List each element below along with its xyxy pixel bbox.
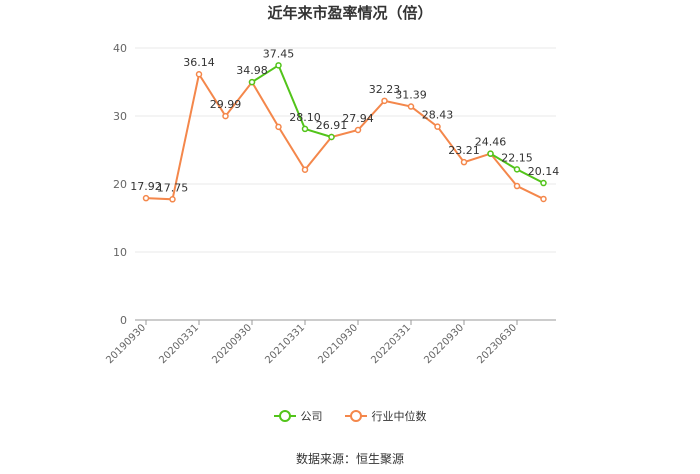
y-tick-label-40: 40 [113,42,127,55]
series-line-company-0 [251,63,332,138]
data-point-industry-0 [142,194,150,202]
data-label-1: 17.75 [157,181,189,194]
x-tick-label-3: 20210331 [263,322,307,366]
data-label-13: 24.46 [475,136,507,149]
data-label-8: 27.94 [342,112,374,125]
data-label-7: 26.91 [316,119,348,132]
data-label-12: 23.21 [448,144,480,157]
x-tick-label-4: 20210930 [316,322,360,366]
series-line-industry-0 [145,71,544,201]
data-point-industry-1 [169,196,176,203]
data-point-industry-15 [540,195,547,203]
data-point-industry-9 [381,97,388,105]
data-point-company-6 [301,125,309,133]
legend: 公司 行业中位数 [0,408,700,424]
legend-swatch-industry [344,410,367,422]
x-tick-label-0: 20190930 [104,322,148,366]
data-point-industry-11 [434,123,441,130]
data-label-9: 32.23 [369,83,401,96]
data-point-company-13 [487,150,494,157]
y-tick-label-0: 0 [120,314,127,327]
data-label-11: 28.43 [422,109,454,122]
data-point-industry-14 [513,182,521,190]
y-tick-label-30: 30 [113,110,127,123]
x-tick-label-7: 20230630 [475,322,519,366]
data-label-0: 17.92 [130,180,162,193]
data-label-5: 37.45 [263,47,295,60]
chart-title: 近年来市盈率情况（倍） [267,4,433,22]
x-tick-label-2: 20200930 [210,322,254,366]
legend-label-industry: 行业中位数 [371,410,427,423]
data-label-6: 28.10 [289,111,321,124]
data-point-industry-8 [354,126,362,134]
data-label-2: 36.14 [183,56,215,69]
data-label-4: 34.98 [236,64,268,77]
data-source: 数据来源：恒生聚源 [295,452,404,466]
data-label-14: 22.15 [501,151,533,164]
y-tick-label-20: 20 [113,178,127,191]
data-point-industry-6 [301,166,309,173]
data-point-industry-5 [275,123,282,131]
x-tick-label-6: 20220930 [422,322,466,366]
legend-label-company: 公司 [300,410,323,423]
data-point-company-7 [328,133,335,141]
data-point-industry-3 [222,112,229,120]
data-label-10: 31.39 [395,89,427,102]
data-point-industry-10 [407,103,415,110]
data-point-company-14 [513,166,521,173]
data-label-3: 29.99 [210,98,242,111]
data-point-company-4 [248,78,256,86]
legend-swatch-company [273,410,296,422]
data-point-industry-12 [460,158,468,166]
data-point-company-5 [275,62,282,69]
x-tick-label-5: 20220331 [369,322,413,366]
legend-item-industry[interactable]: 行业中位数 [344,408,427,424]
x-tick-label-1: 20200331 [157,322,201,366]
data-point-industry-2 [195,70,203,78]
data-label-15: 20.14 [528,165,560,178]
data-point-company-15 [540,179,547,187]
y-tick-label-10: 10 [113,246,127,259]
legend-item-company[interactable]: 公司 [273,408,323,424]
